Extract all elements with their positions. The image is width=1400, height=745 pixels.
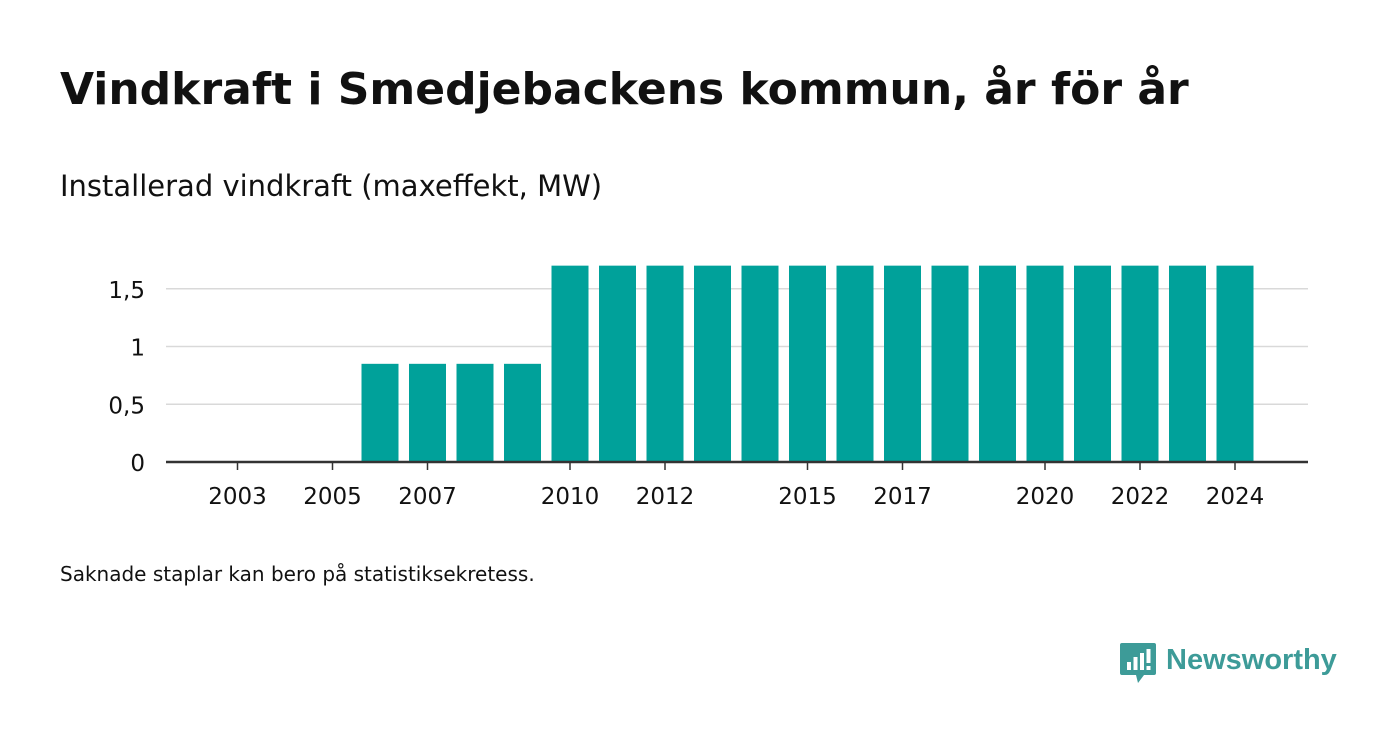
x-tick-label: 2003: [208, 484, 267, 510]
x-tick-label: 2012: [636, 484, 695, 510]
bar: [646, 265, 684, 462]
x-tick-label: 2005: [303, 484, 362, 510]
bar: [741, 265, 779, 462]
bar: [551, 265, 589, 462]
brand-name: Newsworthy: [1166, 644, 1337, 676]
bar: [1074, 265, 1111, 462]
bar: [884, 265, 921, 462]
bar: [1121, 265, 1159, 462]
chart-title: Vindkraft i Smedjebackens kommun, år för…: [60, 64, 1189, 115]
bars: [361, 265, 1254, 462]
bar: [979, 265, 1016, 462]
footnote: Saknade staplar kan bero på statistiksek…: [60, 562, 535, 586]
bar: [694, 265, 731, 462]
bar: [1216, 265, 1254, 462]
bar: [504, 363, 541, 462]
x-tick-label: 2015: [778, 484, 837, 510]
x-tick-labels: 2003 2005 2007 2010 2012 2015 2017 2020 2022 2024: [208, 484, 1264, 510]
x-tick-label: 2022: [1111, 484, 1170, 510]
y-tick-labels: 0 0,5 1 1,5: [108, 278, 145, 477]
newsworthy-logo-icon: [1120, 643, 1156, 683]
x-tick-label: 2024: [1206, 484, 1265, 510]
y-tick-label: 1,5: [108, 278, 145, 304]
y-tick-label: 0,5: [108, 393, 145, 419]
bar: [931, 265, 969, 462]
x-tick-label: 2017: [873, 484, 932, 510]
bar: [789, 265, 826, 462]
bar: [409, 363, 446, 462]
bar: [1169, 265, 1206, 462]
bar: [836, 265, 874, 462]
x-tick-label: 2010: [541, 484, 600, 510]
x-tick-label: 2007: [398, 484, 457, 510]
chart-subtitle: Installerad vindkraft (maxeffekt, MW): [60, 169, 603, 203]
x-axis: [166, 460, 1308, 470]
y-tick-label: 1: [130, 336, 145, 362]
bar: [361, 363, 399, 462]
x-tick-label: 2020: [1016, 484, 1075, 510]
brand-logo[interactable]: Newsworthy: [1118, 640, 1337, 688]
bar: [599, 265, 636, 462]
bar: [456, 363, 494, 462]
grid-lines: [166, 288, 1308, 405]
bar: [1026, 265, 1064, 462]
y-tick-label: 0: [130, 451, 145, 477]
